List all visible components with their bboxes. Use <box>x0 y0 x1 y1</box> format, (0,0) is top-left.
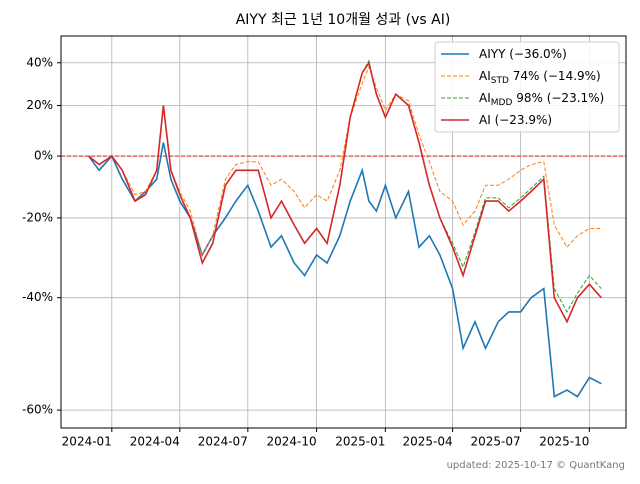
y-tick-label: -20% <box>22 210 53 224</box>
legend-name: AI <box>479 69 491 83</box>
series-line <box>88 60 602 324</box>
legend-label: AI (−23.9%) <box>479 113 552 127</box>
x-tick-label: 2024-10 <box>266 435 316 449</box>
x-tick-label: 2025-04 <box>402 435 452 449</box>
legend-label: AIYY (−36.0%) <box>479 47 567 61</box>
x-tick-label: 2024-01 <box>62 435 112 449</box>
legend-label: AIMDD 98% (−23.1%) <box>479 91 604 108</box>
legend-subscript: STD <box>491 76 509 86</box>
x-tick-label: 2025-10 <box>539 435 589 449</box>
legend-name: AIYY (−36.0%) <box>479 47 567 61</box>
x-tick-label: 2024-04 <box>130 435 180 449</box>
legend-box <box>434 41 620 133</box>
plot-frame <box>60 35 627 429</box>
legend-tail: 74% (−14.9%) <box>509 69 601 83</box>
x-tick-label: 2025-01 <box>335 435 385 449</box>
y-tick-label: -40% <box>22 290 53 304</box>
x-tick-label: 2024-07 <box>198 435 248 449</box>
legend-tail: 98% (−23.1%) <box>512 91 604 105</box>
legend-name: AI (−23.9%) <box>479 113 552 127</box>
y-tick-label: 20% <box>26 98 53 112</box>
y-tick-label: 0% <box>34 149 53 163</box>
legend-subscript: MDD <box>491 98 513 108</box>
footer: updated: 2025-10-17 © QuantKang <box>447 460 625 471</box>
legend-name: AI <box>479 91 491 105</box>
x-tick-label: 2025-07 <box>470 435 520 449</box>
legend-label: AISTD 74% (−14.9%) <box>479 69 601 86</box>
series-line <box>88 142 602 398</box>
chart-title: AIYY 최근 1년 10개월 성과 (vs AI) <box>236 12 451 28</box>
y-tick-label: 40% <box>26 55 53 69</box>
y-tick-label: -60% <box>22 403 53 417</box>
